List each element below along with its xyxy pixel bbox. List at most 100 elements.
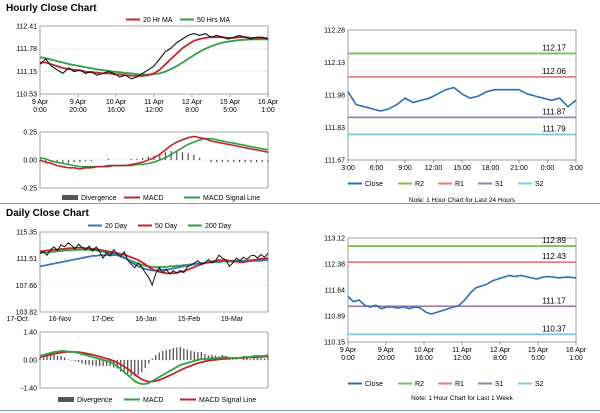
x-tick-label: 9 Apr [378,347,395,354]
level-label-s2: 111.79 [542,124,566,133]
macd-line [39,135,269,170]
close-line [347,274,577,315]
y-tick-label: 110.15 [324,340,345,347]
legend-label: Divergence [77,397,113,404]
legend-label: 20 Hr MA [143,17,173,24]
x-tick-label: 20:00 [69,107,87,114]
daily-close-chart: 113.12 112.38 111.64 110.89 110.15 112.89 112.… [324,236,587,403]
hourly-section-title: Hourly Close Chart [6,3,97,14]
x-tick-label: 3:00 [569,165,583,172]
legend-label: R1 [455,381,464,388]
legend-label: R2 [415,181,424,188]
x-tick-label: 15 Apr [220,99,241,106]
y-tick-label: 0.25 [23,130,37,137]
x-tick-label: 12:00 [453,355,471,362]
x-tick-label: 16:00 [107,107,125,114]
x-tick-label: 11 Apr [144,99,164,106]
legend-label: S2 [535,381,544,388]
daily-section-title: Daily Close Chart [6,208,89,219]
y-tick-label: 103.82 [16,310,38,317]
x-tick-label: 9 Apr [32,99,49,106]
plot-frame [39,25,269,95]
x-tick-label: 1:00 [569,355,583,362]
y-tick-label: 110.53 [16,92,37,99]
y-tick-label: -1.40 [21,386,37,393]
x-tick-label: 12:00 [425,165,443,172]
legend-label: Close [365,381,383,388]
legend-label: MACD [143,397,164,404]
plot-frame [39,231,269,313]
x-tick-label: 5:00 [223,107,237,114]
daily-macd-chart: 1.40 0.00 -1.40 Divergence MACD MACD Signal L… [21,330,269,404]
x-tick-label: 21:00 [510,165,528,172]
x-tick-label: 10 Apr [414,347,435,354]
x-tick-label: 9 Apr [70,99,87,106]
x-tick-label: 16-Jan [135,316,157,323]
y-tick-label: 112.13 [324,60,345,67]
x-tick-label: 10 Apr [106,99,127,106]
legend-label: 50 Day [155,223,178,230]
close-line [347,86,577,112]
signal-line [39,137,269,168]
x-tick-label: 0:00 [341,355,355,362]
y-tick-label: 110.89 [324,314,345,321]
legend-label: MACD [143,195,164,202]
plot-frame [347,29,577,161]
x-tick-label: 15:00 [453,165,471,172]
y-tick-label: 0.00 [23,358,37,365]
y-tick-label: 111.51 [17,256,37,263]
y-tick-label: 107.66 [16,283,38,290]
x-tick-label: 11 Apr [452,347,472,354]
x-tick-label: 1:00 [261,107,275,114]
y-tick-label: -0.25 [21,186,37,193]
legend-label: 20 Day [105,223,128,230]
y-tick-label: 111.67 [325,158,345,165]
chart-note: Note: 1 Hour Chart for Last 1 Week [411,395,514,402]
x-tick-label: 16:00 [415,355,433,362]
x-tick-label: 5:00 [531,355,545,362]
legend-label: 200 Day [205,223,232,230]
legend-label: S1 [495,181,504,188]
level-label-r2: 112.89 [542,236,566,245]
x-tick-label: 20:00 [377,355,395,362]
y-tick-label: 115.35 [16,230,37,237]
ma-50-line [40,246,269,275]
y-tick-label: 0.00 [23,158,37,165]
hourly-macd-chart: 0.25 0.00 -0.25 Divergence MACD MACD Signal L… [21,130,269,202]
x-tick-label: 12 Apr [490,347,511,354]
chart-note: Note: 1 Hour Chart for Last 24 Hours [409,197,516,204]
x-tick-label: 0:00 [541,165,555,172]
legend-swatch [58,397,74,402]
x-tick-label: 17-Dec [92,316,115,323]
y-tick-label: 112.28 [324,28,345,35]
legend-label: R1 [455,181,464,188]
x-tick-label: 15-Feb [178,316,200,323]
x-tick-label: 8:00 [185,107,199,114]
x-tick-label: 17-Oct [6,316,27,323]
x-tick-label: 12:00 [145,107,163,114]
x-tick-label: 19-Mar [221,316,244,323]
y-tick-label: 111.15 [17,69,37,76]
y-tick-label: 1.40 [23,330,37,337]
x-tick-label: 0:00 [33,107,47,114]
legend-label: R2 [415,381,424,388]
x-tick-label: 12 Apr [182,99,203,106]
x-tick-label: 16-Nov [49,316,72,323]
x-tick-label: 16 Apr [566,347,587,354]
y-tick-label: 113.12 [324,236,345,243]
x-tick-label: 9 Apr [340,347,357,354]
legend-label: MACD Signal Line [203,195,260,202]
price-line [39,242,269,287]
x-tick-label: 3:00 [341,165,355,172]
level-label-s1: 111.17 [542,296,566,305]
legend-label: 50 Hrs MA [197,17,230,24]
level-label-r1: 112.06 [542,67,566,76]
legend-label: S1 [495,381,504,388]
y-tick-label: 111.83 [325,125,345,132]
x-tick-label: 6:00 [370,165,384,172]
macd-line [39,350,269,385]
y-tick-label: 112.38 [324,262,345,269]
legend-label: S2 [535,181,544,188]
x-tick-label: 8:00 [493,355,507,362]
